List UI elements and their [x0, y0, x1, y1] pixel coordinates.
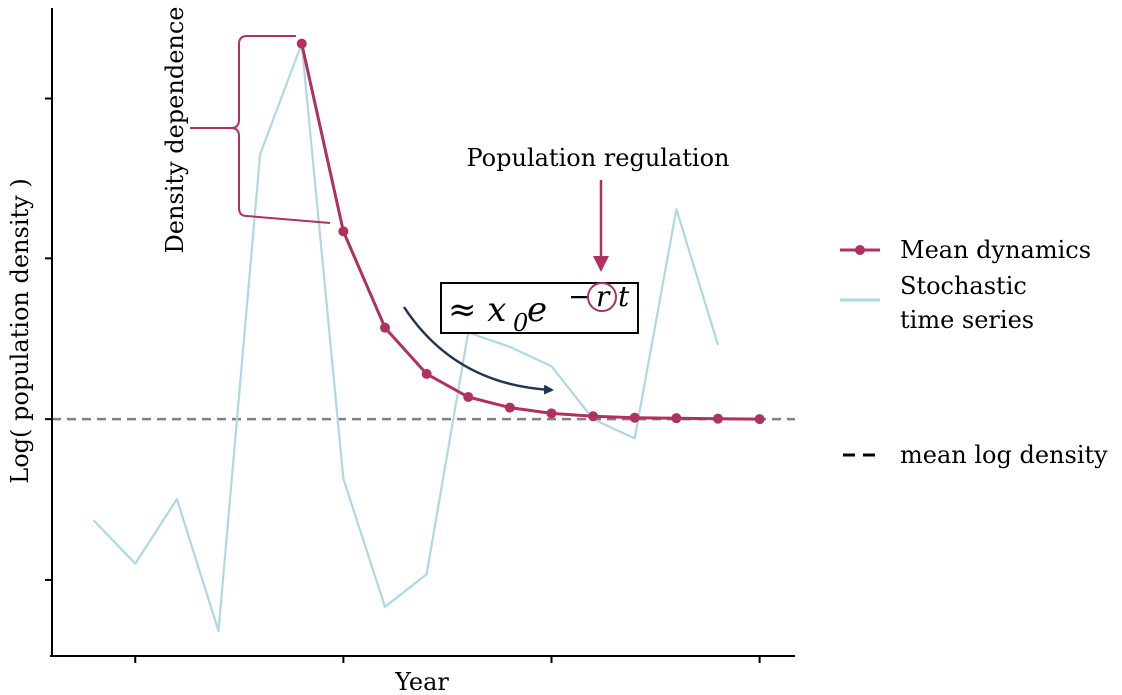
mean-dynamics-point	[629, 412, 640, 423]
population-regulation-label: Population regulation	[467, 144, 730, 172]
formula-base: e	[527, 290, 547, 330]
formula-exponent-t: t	[618, 280, 630, 313]
density-dependence-brace	[190, 35, 331, 224]
mean-markers-layer	[296, 38, 765, 425]
mean-dynamics-point	[546, 408, 557, 419]
mean-dynamics-point	[338, 226, 349, 237]
formula-box	[440, 282, 639, 334]
legend-key-mean-marker	[855, 245, 865, 255]
mean-dynamics-point	[671, 413, 682, 424]
series-line-stochastic	[92, 42, 720, 633]
x-axis-title: Year	[394, 668, 449, 695]
formula-exponent-r: r	[596, 280, 611, 313]
mean-dynamics-point	[588, 411, 599, 422]
legend-label-mean-log-density: mean log density	[900, 441, 1108, 469]
legend: Mean dynamics Stochastic time series mea…	[840, 236, 1108, 469]
legend-label-stochastic-line1: Stochastic	[900, 272, 1027, 300]
mean-dynamics-point	[504, 402, 515, 413]
legend-label-mean-dynamics: Mean dynamics	[900, 236, 1091, 264]
formula-prefix: ≈ x	[448, 290, 506, 330]
x-ticks	[134, 656, 761, 663]
mean-series-layer	[300, 43, 760, 421]
stochastic-series-layer	[92, 42, 720, 633]
formula-r-highlight-circle	[587, 282, 617, 312]
y-ticks	[45, 97, 52, 581]
density-dependence-label: Density dependence	[161, 7, 189, 254]
series-line-mean-dynamics	[300, 43, 760, 421]
decline-arrow	[402, 306, 554, 395]
mean-dynamics-point	[379, 322, 390, 333]
legend-label-stochastic-line2: time series	[900, 306, 1034, 334]
mean-dynamics-point	[421, 368, 432, 379]
mean-dynamics-point	[296, 38, 307, 49]
mean-dynamics-point	[754, 414, 765, 425]
y-axis-title: Log( population density )	[6, 178, 34, 483]
mean-dynamics-point	[712, 413, 723, 424]
formula-exponent-minus: −	[568, 280, 591, 313]
mean-dynamics-point	[463, 391, 474, 402]
formula-subscript: 0	[513, 309, 528, 337]
